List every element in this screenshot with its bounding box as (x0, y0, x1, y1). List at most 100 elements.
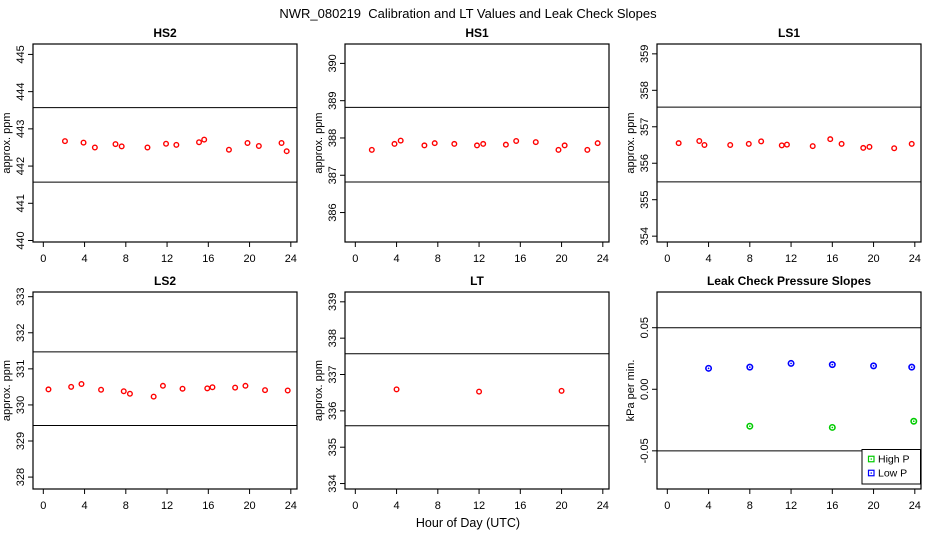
legend-box (861, 449, 921, 485)
data-point (431, 140, 438, 147)
y-tick-label: 443 (15, 120, 27, 138)
y-axis: -0.05 0.00 0.05 (639, 317, 657, 463)
subplot-title: HS1 (465, 26, 489, 40)
x-tick-label: 16 (202, 253, 214, 265)
x-tick-label: 4 (82, 253, 88, 265)
y-tick-label: 338 (327, 329, 339, 347)
y-axis: 440 441 442 443 444 445 (15, 45, 33, 250)
x-tick-label: 24 (285, 500, 297, 512)
x-tick-label: 20 (555, 253, 567, 265)
data-point (701, 142, 708, 149)
data-point (502, 141, 509, 148)
y-axis: 334 335 336 337 338 339 (327, 293, 345, 493)
data-point (196, 139, 203, 146)
y-axis-title: approx. ppm (313, 360, 325, 421)
data-point (201, 136, 208, 143)
data-point (112, 141, 119, 148)
data-point-center-dot (831, 363, 834, 366)
data-point (561, 142, 568, 149)
data-point (675, 140, 682, 147)
data-point (278, 139, 285, 146)
subplot-ls2: LS2 0 4 8 12 16 20 24 328 329 330 331 332 333 approx. … (1, 274, 298, 512)
data-point (159, 382, 166, 389)
y-tick-label: 333 (15, 288, 27, 306)
data-point (118, 143, 125, 150)
x-tick-label: 24 (909, 253, 921, 265)
x-tick-label: 4 (706, 253, 712, 265)
x-tick-label: 16 (826, 500, 838, 512)
x-axis-label: Hour of Day (UTC) (415, 516, 521, 530)
series-hs2-calibration (61, 136, 290, 155)
legend-marker-icon (867, 469, 875, 477)
data-point (283, 148, 290, 155)
figure-title: NWR_080219 Calibration and LT Values and… (279, 6, 657, 21)
y-axis-title: kPa per min. (625, 360, 637, 422)
x-tick-label: 12 (161, 500, 173, 512)
legend-label: Low P (878, 468, 907, 480)
x-tick-label: 12 (785, 253, 797, 265)
x-tick-label: 16 (514, 253, 526, 265)
data-point (828, 361, 836, 369)
data-point (284, 387, 291, 394)
y-tick-label: 389 (327, 91, 339, 109)
y-axis-title: approx. ppm (313, 112, 325, 173)
y-tick-label: 328 (15, 468, 27, 486)
y-tick-label: 354 (639, 227, 651, 245)
data-point (827, 136, 834, 143)
data-point-center-dot (872, 365, 875, 367)
data-point (727, 142, 734, 149)
x-tick-label: 20 (555, 500, 567, 512)
x-tick-label: 20 (243, 500, 255, 512)
data-point (173, 141, 180, 148)
subplot-leak-check-pressure-slopes: Leak Check Pressure Slopes 0 4 8 12 16 20 24 -0.… (625, 274, 922, 512)
data-point (555, 146, 562, 153)
y-tick-label: 335 (327, 438, 339, 456)
series-hs1-calibration (368, 137, 601, 153)
x-tick-label: 4 (394, 500, 400, 512)
data-point-center-dot (912, 420, 915, 423)
x-axis: 0 4 8 12 16 20 24 (40, 489, 297, 512)
x-tick-label: 12 (473, 253, 485, 265)
plot-box (32, 43, 298, 243)
data-point-center-dot (707, 367, 710, 370)
data-point (705, 364, 713, 372)
data-point (126, 390, 133, 397)
subplot-title: HS2 (153, 26, 177, 40)
y-tick-label: 358 (639, 81, 651, 99)
data-point (558, 387, 565, 394)
plot-box (32, 291, 298, 490)
data-point (891, 145, 898, 152)
data-point (513, 137, 520, 144)
data-point (758, 138, 765, 145)
data-point (204, 385, 211, 392)
legend-marker-dot-icon (870, 458, 873, 460)
y-tick-label: 445 (15, 45, 27, 63)
subplot-title: LT (470, 274, 484, 288)
data-point (262, 387, 269, 394)
plot-box (344, 291, 610, 490)
data-point (80, 139, 87, 146)
x-axis: 0 4 8 12 16 20 24 (664, 242, 921, 265)
data-point (255, 142, 262, 149)
y-tick-label: 441 (15, 194, 27, 212)
data-point (421, 142, 428, 149)
subplot-title: Leak Check Pressure Slopes (707, 274, 871, 288)
data-point (474, 142, 481, 149)
data-point-center-dot (790, 362, 792, 365)
y-tick-label: 330 (15, 396, 27, 414)
data-point-center-dot (748, 366, 751, 368)
x-tick-label: 0 (40, 253, 46, 265)
plot-box (344, 43, 610, 243)
x-tick-label: 8 (123, 500, 129, 512)
data-point (150, 393, 157, 400)
data-point (68, 383, 75, 390)
data-point (225, 146, 232, 153)
data-point (391, 140, 398, 147)
data-point (532, 139, 539, 146)
y-tick-label: 336 (327, 402, 339, 420)
x-axis: 0 4 8 12 16 20 24 (40, 242, 297, 265)
data-point (480, 140, 487, 147)
data-point (584, 146, 591, 153)
